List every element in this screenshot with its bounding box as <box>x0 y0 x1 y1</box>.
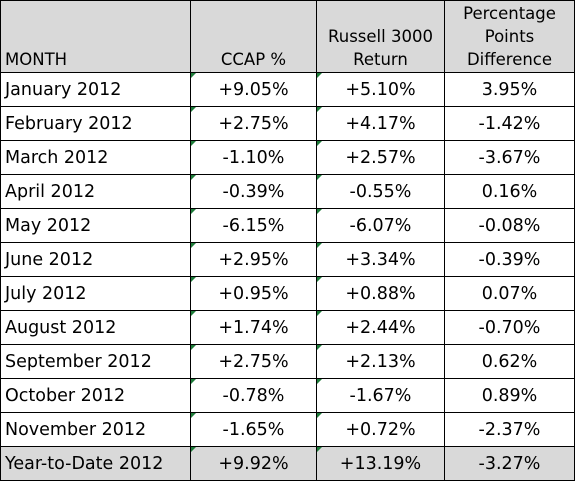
difference-header-line-1: Percentage <box>463 4 556 23</box>
month-cell: May 2012 <box>0 208 191 243</box>
month-header: MONTH <box>0 0 191 73</box>
month-cell: October 2012 <box>0 378 191 413</box>
table-row: March 2012 -1.10% +2.57% -3.67% <box>0 140 575 175</box>
table-row: May 2012 -6.15% -6.07% -0.08% <box>0 208 575 243</box>
table-row: February 2012 +2.75% +4.17% -1.42% <box>0 106 575 141</box>
ccap-cell: -6.15% <box>190 208 317 243</box>
difference-cell: 0.16% <box>444 174 575 209</box>
ccap-cell: -0.39% <box>190 174 317 209</box>
russell-cell: -1.67% <box>316 378 445 413</box>
month-cell: June 2012 <box>0 242 191 277</box>
russell-header: Russell 3000 Return <box>316 0 445 73</box>
difference-cell: -0.70% <box>444 310 575 345</box>
total-difference-cell: -3.27% <box>444 446 575 481</box>
ccap-cell: -1.10% <box>190 140 317 175</box>
total-russell-cell: +13.19% <box>316 446 445 481</box>
ccap-cell: +2.75% <box>190 344 317 379</box>
table-row: June 2012 +2.95% +3.34% -0.39% <box>0 242 575 277</box>
difference-cell: -0.39% <box>444 242 575 277</box>
month-cell: August 2012 <box>0 310 191 345</box>
month-cell: March 2012 <box>0 140 191 175</box>
month-cell: April 2012 <box>0 174 191 209</box>
table-row: April 2012 -0.39% -0.55% 0.16% <box>0 174 575 209</box>
table-row: August 2012 +1.74% +2.44% -0.70% <box>0 310 575 345</box>
table-row: October 2012 -0.78% -1.67% 0.89% <box>0 378 575 413</box>
ccap-cell: +2.75% <box>190 106 317 141</box>
ccap-cell: +9.05% <box>190 72 317 107</box>
ccap-cell: +1.74% <box>190 310 317 345</box>
russell-cell: +0.88% <box>316 276 445 311</box>
difference-header-line-3: Difference <box>466 50 553 69</box>
russell-cell: +3.34% <box>316 242 445 277</box>
month-cell: November 2012 <box>0 412 191 447</box>
table-row: September 2012 +2.75% +2.13% 0.62% <box>0 344 575 379</box>
month-cell: September 2012 <box>0 344 191 379</box>
month-cell: February 2012 <box>0 106 191 141</box>
russell-cell: +5.10% <box>316 72 445 107</box>
month-cell: January 2012 <box>0 72 191 107</box>
russell-header-line-2: Return <box>353 50 408 69</box>
russell-cell: -6.07% <box>316 208 445 243</box>
month-cell: July 2012 <box>0 276 191 311</box>
difference-cell: 0.07% <box>444 276 575 311</box>
ccap-cell: -1.65% <box>190 412 317 447</box>
ccap-cell: +0.95% <box>190 276 317 311</box>
total-ccap-cell: +9.92% <box>190 446 317 481</box>
difference-cell: 3.95% <box>444 72 575 107</box>
difference-cell: -3.67% <box>444 140 575 175</box>
difference-cell: -0.08% <box>444 208 575 243</box>
ccap-cell: -0.78% <box>190 378 317 413</box>
difference-cell: -1.42% <box>444 106 575 141</box>
difference-cell: 0.62% <box>444 344 575 379</box>
table-row: November 2012 -1.65% +0.72% -2.37% <box>0 412 575 447</box>
russell-cell: -0.55% <box>316 174 445 209</box>
russell-cell: +4.17% <box>316 106 445 141</box>
difference-header: Percentage Points Difference <box>444 0 575 73</box>
table-row: July 2012 +0.95% +0.88% 0.07% <box>0 276 575 311</box>
ccap-cell: +2.95% <box>190 242 317 277</box>
difference-header-line-2: Points <box>484 27 535 46</box>
difference-cell: 0.89% <box>444 378 575 413</box>
russell-header-line-1: Russell 3000 <box>328 27 433 46</box>
russell-cell: +2.44% <box>316 310 445 345</box>
total-row: Year-to-Date 2012 +9.92% +13.19% -3.27% <box>0 446 575 481</box>
header-row: MONTH CCAP % Russell 3000 Return Percent… <box>0 0 575 73</box>
russell-cell: +2.13% <box>316 344 445 379</box>
difference-cell: -2.37% <box>444 412 575 447</box>
ccap-header: CCAP % <box>190 0 317 73</box>
total-label-cell: Year-to-Date 2012 <box>0 446 191 481</box>
table-row: January 2012 +9.05% +5.10% 3.95% <box>0 72 575 107</box>
russell-cell: +2.57% <box>316 140 445 175</box>
russell-cell: +0.72% <box>316 412 445 447</box>
